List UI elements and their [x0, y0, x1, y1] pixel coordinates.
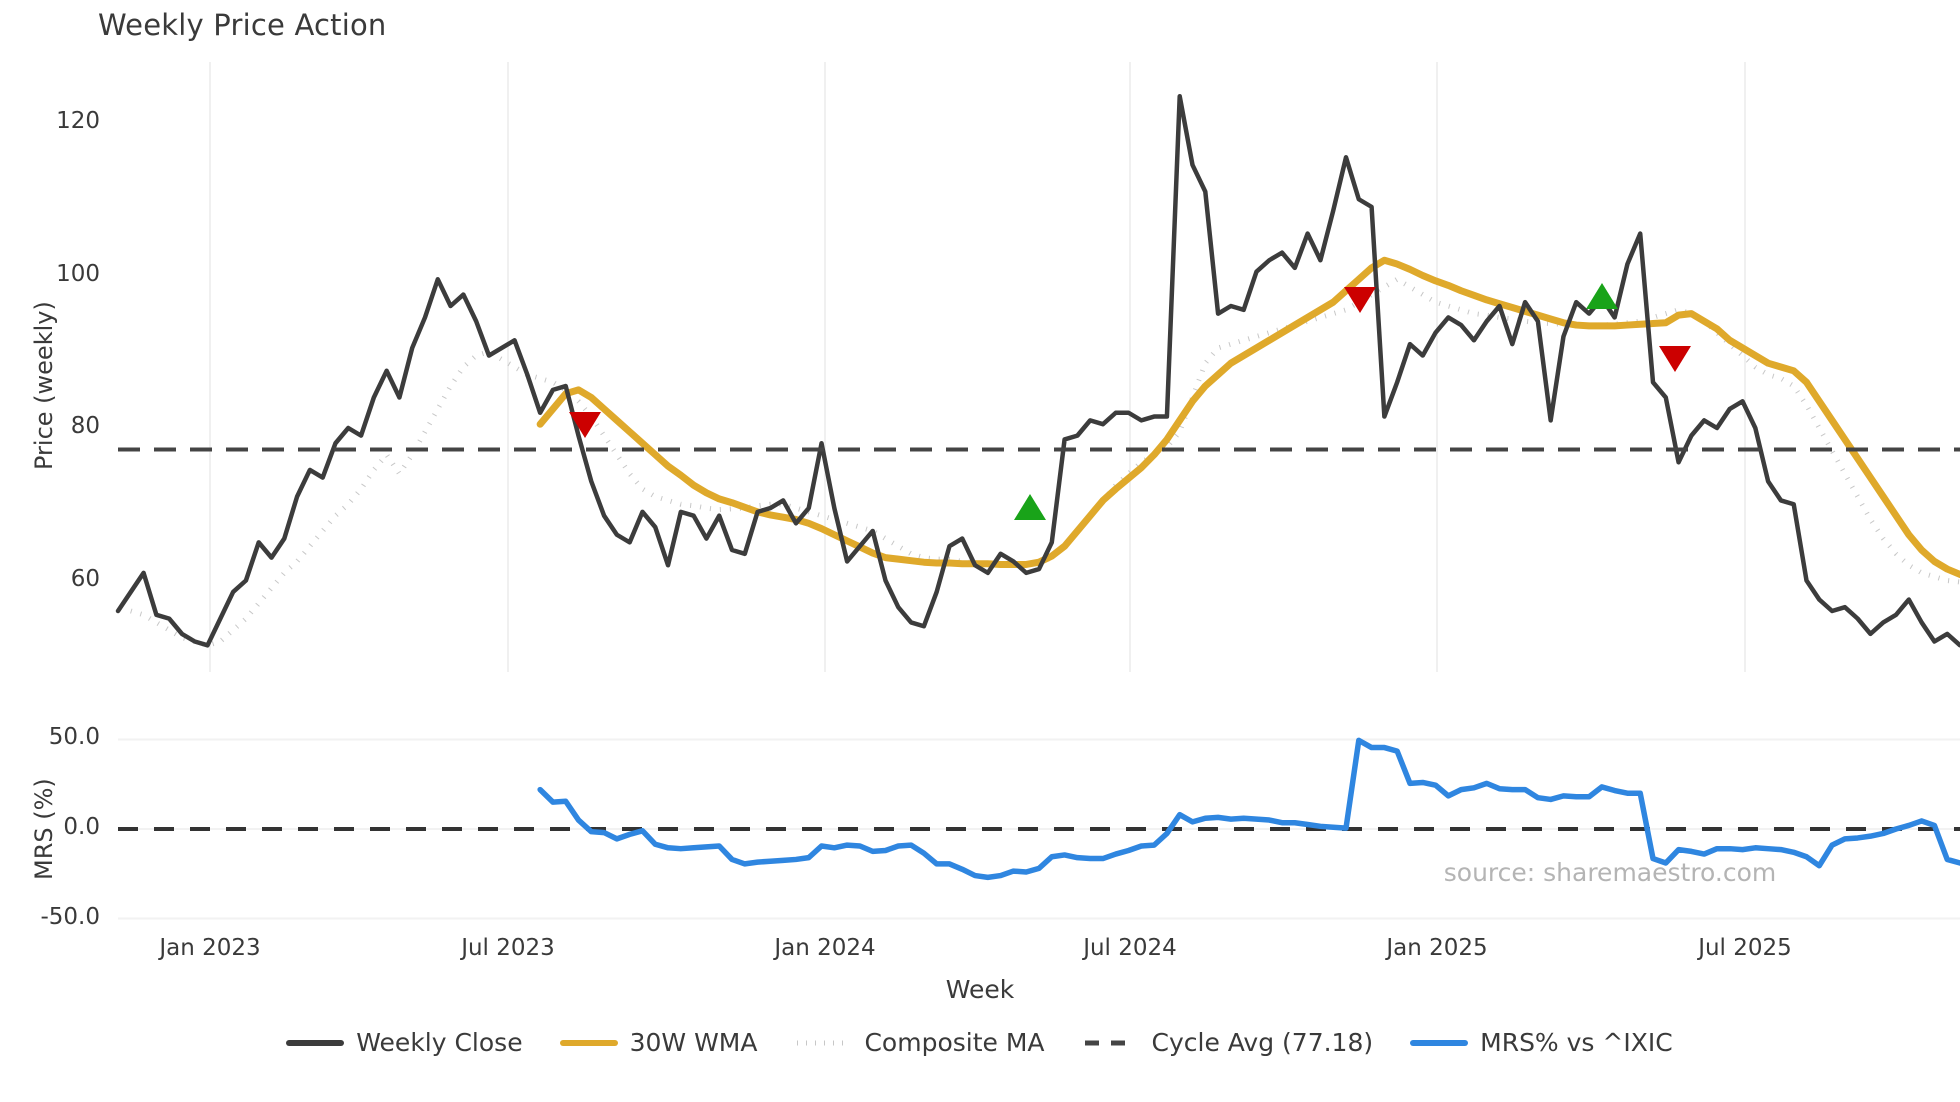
price-y-tick: 80 [70, 413, 100, 439]
legend-label: 30W WMA [629, 1028, 758, 1057]
legend-swatch-icon [1410, 1032, 1469, 1054]
sell-signal-marker-icon [1344, 287, 1376, 313]
series-line-weekly-close [115, 94, 1960, 648]
legend-swatch-icon [795, 1032, 851, 1054]
chart-title: Weekly Price Action [98, 8, 387, 42]
series-line-30w-wma [536, 256, 1960, 579]
legend-item[interactable]: Composite MA [795, 1028, 1045, 1057]
legend-swatch-icon [1083, 1032, 1139, 1054]
buy-signal-marker-icon [1586, 283, 1618, 309]
price-y-tick: 120 [56, 108, 100, 134]
x-axis-label: Week [945, 975, 1015, 1004]
series-line-composite-ma [130, 276, 1960, 648]
legend-label: Composite MA [864, 1028, 1045, 1057]
legend-item[interactable]: 30W WMA [559, 1028, 758, 1057]
x-tick: Jan 2025 [1386, 935, 1488, 961]
legend-swatch-icon [559, 1032, 618, 1054]
x-tick: Jul 2023 [461, 935, 555, 961]
legend-item[interactable]: Weekly Close [286, 1028, 523, 1057]
legend-swatch-icon [286, 1032, 345, 1054]
chart-legend: Weekly Close 30W WMA Composite MA Cycle Avg… [0, 1028, 1960, 1057]
x-tick: Jul 2024 [1083, 935, 1177, 961]
legend-label: MRS% vs ^IXIC [1480, 1028, 1673, 1057]
price-y-tick: 60 [70, 565, 100, 592]
x-tick: Jul 2025 [1698, 935, 1792, 961]
price-y-tick: 100 [56, 260, 100, 287]
legend-item[interactable]: MRS% vs ^IXIC [1410, 1028, 1673, 1057]
x-tick: Jan 2024 [774, 935, 876, 961]
sell-signal-marker-icon [569, 412, 601, 438]
legend-label: Weekly Close [356, 1028, 523, 1057]
sell-signal-marker-icon [1659, 346, 1691, 372]
x-tick: Jan 2023 [159, 935, 261, 961]
mrs-y-tick: 0.0 [63, 814, 100, 840]
mrs-y-tick: -50.0 [40, 903, 100, 930]
series-line-mrs [537, 737, 1960, 881]
legend-item[interactable]: Cycle Avg (77.18) [1083, 1028, 1374, 1057]
buy-signal-marker-icon [1014, 494, 1046, 520]
mrs-y-tick: 50.0 [48, 724, 100, 751]
legend-label: Cycle Avg (77.18) [1151, 1028, 1374, 1057]
